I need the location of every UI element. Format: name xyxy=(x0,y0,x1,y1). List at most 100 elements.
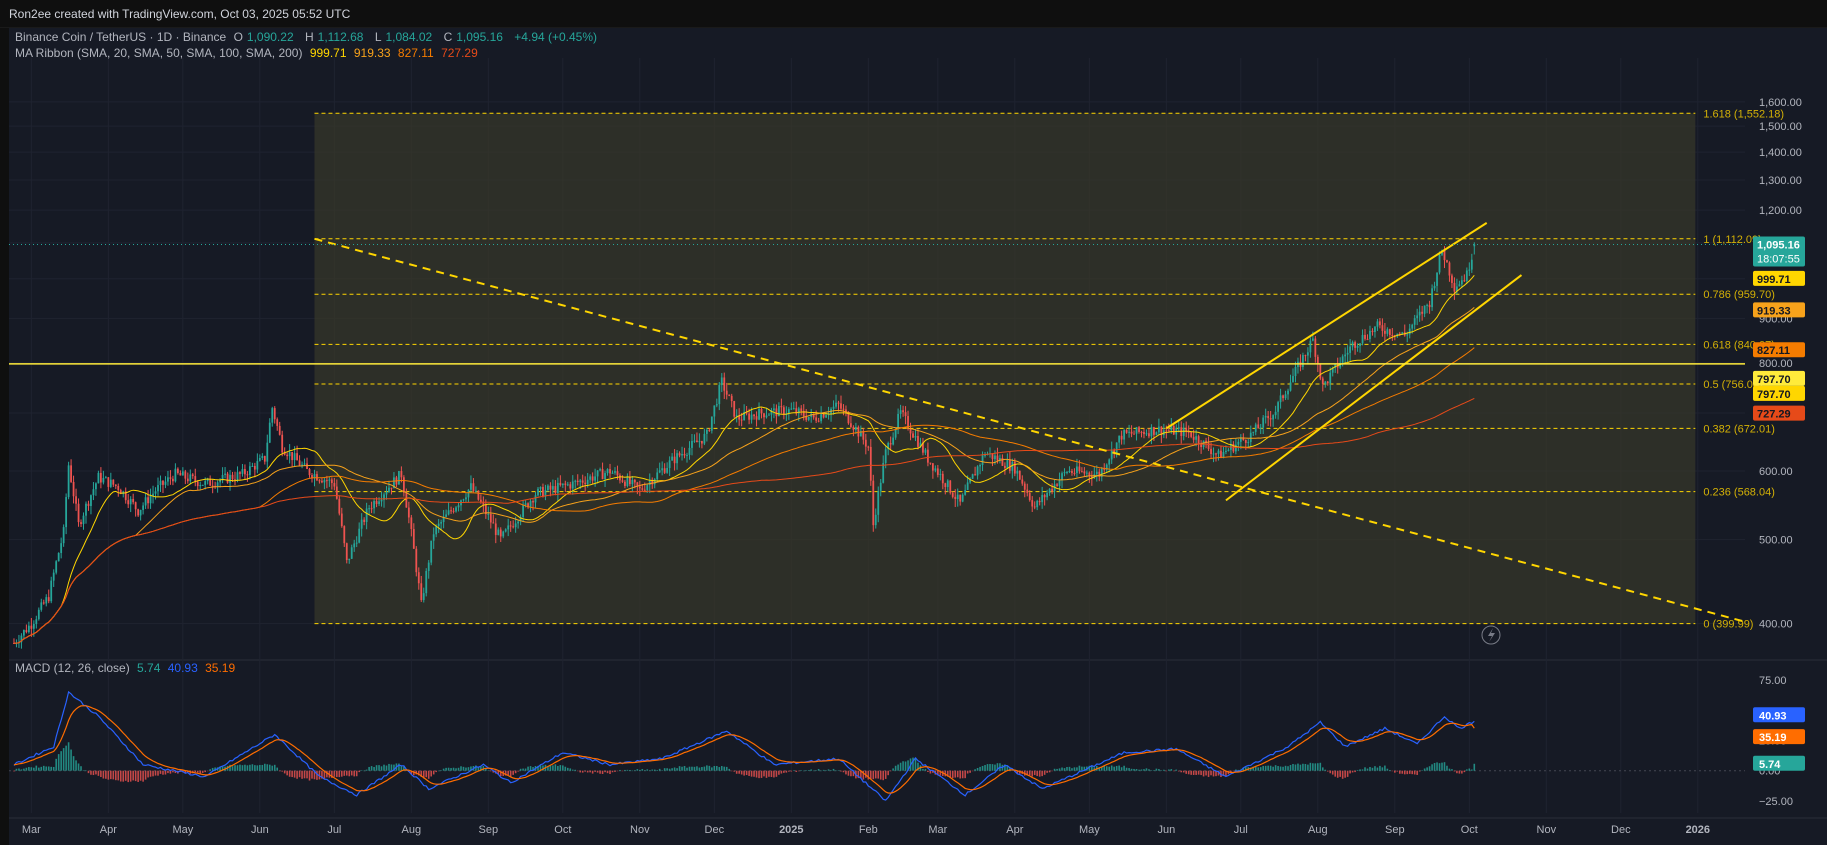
candle-body xyxy=(760,408,763,414)
macd-hist-bar xyxy=(112,770,115,780)
candle-body xyxy=(219,480,222,483)
candle-body xyxy=(318,480,321,482)
macd-hist-bar xyxy=(569,768,572,771)
candle-body xyxy=(586,479,589,485)
candle-body xyxy=(556,482,559,493)
candle-body xyxy=(522,504,524,518)
macd-hist-bar xyxy=(1120,767,1123,771)
candle-body xyxy=(1349,346,1352,353)
candle-body xyxy=(251,465,254,467)
macd-hist-bar xyxy=(485,768,487,771)
candle-body xyxy=(961,494,964,502)
macd-hist-bar xyxy=(725,766,728,771)
macd-hist-bar xyxy=(653,769,656,771)
candle-body xyxy=(20,635,23,643)
candle-body xyxy=(383,494,385,500)
candle-body xyxy=(922,442,924,453)
macd-hist-bar xyxy=(1282,766,1284,771)
macd-hist-bar xyxy=(430,770,433,777)
candle-body xyxy=(621,480,624,482)
macd-title: MACD (12, 26, close) xyxy=(15,661,130,675)
candle-body xyxy=(1386,329,1389,334)
chart-canvas[interactable]: 1.618 (1,552.18) 1 (1,112.09) 0.786 (959.7… xyxy=(9,28,1827,845)
candle-body xyxy=(581,480,584,483)
candle-body xyxy=(815,417,818,421)
candle-body xyxy=(1046,492,1049,498)
candle-body xyxy=(1316,356,1319,365)
macd-hist-bar xyxy=(1058,768,1061,771)
symbol-legend: Binance Coin / TetherUS · 1D · Binance O… xyxy=(15,30,601,44)
macd-hist-bar xyxy=(119,770,122,782)
candle-body xyxy=(1247,442,1250,444)
macd-hist-bar xyxy=(432,770,435,775)
candle-body xyxy=(807,416,810,420)
candle-body xyxy=(728,394,731,396)
candle-body xyxy=(494,523,497,535)
macd-hist-bar xyxy=(611,770,614,773)
l-label: L xyxy=(374,30,382,44)
macd-hist-bar xyxy=(1396,770,1399,772)
macd-hist-bar xyxy=(254,765,256,771)
candle-body xyxy=(1058,479,1061,486)
candle-body xyxy=(514,523,517,528)
macd-hist-bar xyxy=(735,770,738,774)
candle-body xyxy=(1438,254,1441,273)
chart-area[interactable]: 1.618 (1,552.18) 1 (1,112.09) 0.786 (959.7… xyxy=(9,28,1827,845)
macd-hist-bar xyxy=(646,769,649,771)
macd-tick-label: 75.00 xyxy=(1759,675,1787,687)
candle-body xyxy=(67,465,70,498)
candle-body xyxy=(296,453,298,461)
macd-hist-bar xyxy=(1103,766,1106,771)
macd-hist-bar xyxy=(1403,770,1406,775)
macd-hist-bar xyxy=(311,770,313,779)
macd-hist-bar xyxy=(1210,770,1212,776)
candle-body xyxy=(738,415,741,420)
date-tick-label: Nov xyxy=(1537,824,1557,836)
macd-hist-bar xyxy=(368,766,370,771)
candle-body xyxy=(1177,427,1180,429)
macd-hist-bar xyxy=(706,765,708,771)
candle-body xyxy=(1145,433,1148,435)
candle-body xyxy=(90,495,92,506)
change-value: +4.94 (+0.45%) xyxy=(514,30,598,44)
macd-hist-bar xyxy=(149,770,152,777)
candle-body xyxy=(95,483,97,490)
macd-hist-bar xyxy=(1423,768,1426,771)
candle-body xyxy=(1470,259,1473,270)
candle-body xyxy=(976,466,979,476)
candle-body xyxy=(1150,427,1153,437)
macd-hist-bar xyxy=(1416,770,1418,775)
macd-hist-bar xyxy=(276,767,279,771)
candle-body xyxy=(658,470,661,473)
sma-50-line xyxy=(14,307,1475,644)
candle-body xyxy=(1262,417,1265,428)
macd-hist-bar xyxy=(986,764,989,771)
candle-body xyxy=(204,481,207,485)
macd-hist-bar xyxy=(492,770,495,773)
macd-hist-bar xyxy=(882,770,885,781)
candle-body xyxy=(246,474,249,476)
candle-body xyxy=(201,484,204,486)
candle-body xyxy=(971,474,974,479)
macd-hist-bar xyxy=(1336,770,1339,778)
price-tick-label: 1,400.00 xyxy=(1759,147,1802,159)
macd-hist-bar xyxy=(748,770,750,776)
macd-hist-bar xyxy=(1279,766,1282,771)
candle-body xyxy=(571,481,574,489)
candle-body xyxy=(358,528,361,543)
macd-hist-bar xyxy=(994,764,996,771)
date-tick-label: Jun xyxy=(251,824,269,836)
macd-hist-bar xyxy=(892,768,894,771)
macd-hist-bar xyxy=(417,770,420,776)
macd-hist-bar xyxy=(619,769,621,771)
candle-body xyxy=(99,472,102,483)
candle-body xyxy=(492,522,495,524)
macd-hist-bar xyxy=(639,769,641,771)
candle-body xyxy=(1249,432,1252,443)
candle-body xyxy=(641,488,644,490)
macd-hist-bar xyxy=(1143,769,1145,771)
macd-hist-bar xyxy=(929,770,932,774)
date-tick-label: Sep xyxy=(1385,824,1405,836)
candle-body xyxy=(502,531,505,537)
macd-hist-bar xyxy=(291,770,293,778)
